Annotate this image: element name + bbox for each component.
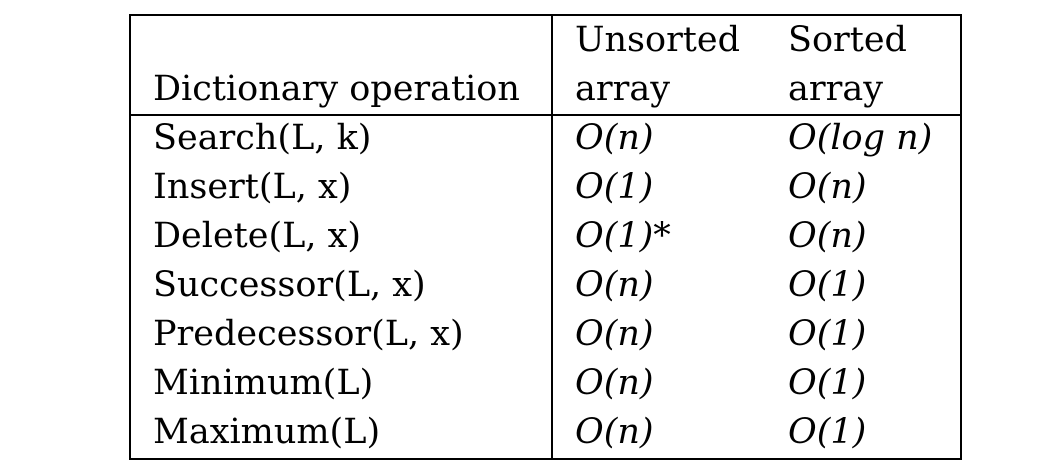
header-unsorted-line2: array bbox=[575, 69, 670, 109]
table-row: Minimum(L) O(n) O(1) bbox=[131, 363, 960, 412]
operation-cell: Search(L, k) bbox=[153, 118, 372, 158]
table-row: Maximum(L) O(n) O(1) bbox=[131, 412, 960, 461]
complexity-table: Unsorted Sorted Dictionary operation arr… bbox=[129, 14, 962, 460]
table-row: Insert(L, x) O(1) O(n) bbox=[131, 167, 960, 216]
sorted-cell: O(n) bbox=[788, 167, 867, 207]
operation-cell: Delete(L, x) bbox=[153, 216, 362, 256]
operation-cell: Insert(L, x) bbox=[153, 167, 352, 207]
table-row: Predecessor(L, x) O(n) O(1) bbox=[131, 314, 960, 363]
header-unsorted-line1: Unsorted bbox=[575, 20, 740, 60]
unsorted-cell: O(n) bbox=[575, 412, 654, 452]
column-divider bbox=[551, 16, 553, 458]
sorted-cell: O(1) bbox=[788, 265, 867, 305]
table-row: Search(L, k) O(n) O(log n) bbox=[131, 118, 960, 167]
table-body: Search(L, k) O(n) O(log n) Insert(L, x) … bbox=[131, 118, 960, 461]
operation-cell: Predecessor(L, x) bbox=[153, 314, 464, 354]
operation-cell: Successor(L, x) bbox=[153, 265, 426, 305]
unsorted-cell: O(n) bbox=[575, 363, 654, 403]
sorted-cell: O(1) bbox=[788, 412, 867, 452]
table-row: Successor(L, x) O(n) O(1) bbox=[131, 265, 960, 314]
operation-cell: Minimum(L) bbox=[153, 363, 374, 403]
unsorted-cell: O(n) bbox=[575, 118, 654, 158]
sorted-cell: O(1) bbox=[788, 363, 867, 403]
table-row: Delete(L, x) O(1)* O(n) bbox=[131, 216, 960, 265]
header-divider bbox=[131, 114, 960, 116]
sorted-cell: O(1) bbox=[788, 314, 867, 354]
header-sorted-line2: array bbox=[788, 69, 883, 109]
sorted-cell: O(n) bbox=[788, 216, 867, 256]
operation-cell: Maximum(L) bbox=[153, 412, 381, 452]
unsorted-cell: O(1) bbox=[575, 167, 654, 207]
header-sorted-line1: Sorted bbox=[788, 20, 907, 60]
unsorted-cell: O(n) bbox=[575, 265, 654, 305]
unsorted-cell: O(1)* bbox=[575, 216, 671, 256]
header-operation: Dictionary operation bbox=[153, 69, 520, 109]
unsorted-cell: O(n) bbox=[575, 314, 654, 354]
sorted-cell: O(log n) bbox=[788, 118, 933, 158]
